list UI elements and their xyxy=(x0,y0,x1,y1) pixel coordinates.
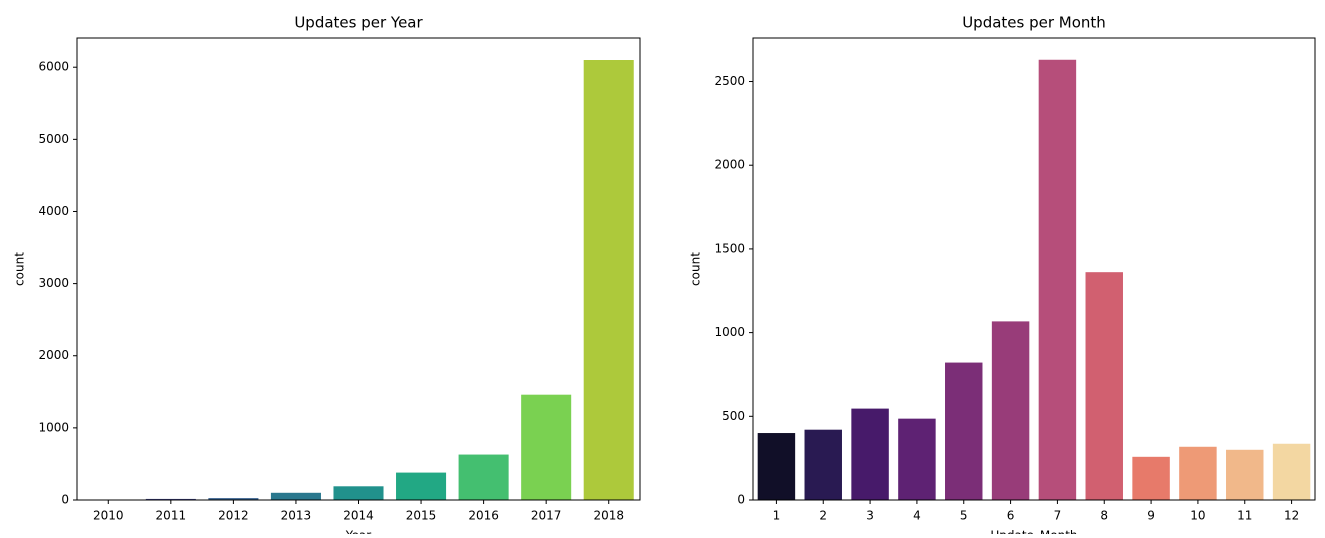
bar xyxy=(459,455,509,500)
chart-title: Updates per Year xyxy=(294,14,423,32)
bar xyxy=(1132,457,1169,500)
y-tick-label: 2000 xyxy=(714,158,745,172)
x-tick-label: 2015 xyxy=(406,509,437,523)
x-tick-label: 10 xyxy=(1190,509,1205,523)
bar xyxy=(992,321,1029,500)
y-axis-label: count xyxy=(689,252,703,286)
bar xyxy=(1273,444,1310,500)
x-tick-label: 2010 xyxy=(93,509,124,523)
x-tick-label: 2014 xyxy=(343,509,374,523)
chart-title: Updates per Month xyxy=(962,14,1106,32)
bar xyxy=(396,473,446,500)
x-tick-label: 2013 xyxy=(281,509,312,523)
bar xyxy=(1086,272,1123,500)
y-tick-label: 0 xyxy=(737,493,745,507)
x-tick-label: 2017 xyxy=(531,509,562,523)
x-axis-label: Year xyxy=(345,529,371,535)
y-tick-label: 0 xyxy=(61,493,69,507)
y-tick-label: 2500 xyxy=(714,74,745,88)
y-tick-label: 1000 xyxy=(714,325,745,339)
x-tick-label: 2018 xyxy=(593,509,624,523)
y-tick-label: 1000 xyxy=(38,420,69,434)
y-axis-label: count xyxy=(13,252,27,286)
x-tick-label: 8 xyxy=(1100,509,1108,523)
bar xyxy=(945,363,982,500)
bar xyxy=(521,395,571,500)
y-tick-label: 500 xyxy=(722,409,745,423)
x-tick-label: 9 xyxy=(1147,509,1155,523)
x-tick-label: 2016 xyxy=(468,509,499,523)
bar xyxy=(1039,60,1076,500)
x-tick-label: 11 xyxy=(1237,509,1252,523)
x-axis-label: Update_Month xyxy=(990,529,1077,535)
x-tick-label: 2012 xyxy=(218,509,249,523)
y-tick-label: 4000 xyxy=(38,204,69,218)
x-tick-label: 2 xyxy=(819,509,827,523)
bar xyxy=(898,419,935,500)
x-tick-label: 2011 xyxy=(156,509,187,523)
x-tick-label: 1 xyxy=(773,509,781,523)
x-tick-label: 7 xyxy=(1054,509,1062,523)
x-tick-label: 5 xyxy=(960,509,968,523)
x-tick-label: 4 xyxy=(913,509,921,523)
bar xyxy=(1179,447,1216,500)
bar xyxy=(758,433,795,500)
y-tick-label: 6000 xyxy=(38,60,69,74)
bar xyxy=(271,493,321,500)
y-tick-label: 1500 xyxy=(714,241,745,255)
bar xyxy=(1226,450,1263,500)
y-tick-label: 2000 xyxy=(38,348,69,362)
y-tick-label: 3000 xyxy=(38,276,69,290)
bar xyxy=(333,486,383,500)
bar xyxy=(805,430,842,500)
bar xyxy=(584,60,634,500)
bar xyxy=(851,409,888,500)
x-tick-label: 12 xyxy=(1284,509,1299,523)
x-tick-label: 3 xyxy=(866,509,874,523)
y-tick-label: 5000 xyxy=(38,132,69,146)
x-tick-label: 6 xyxy=(1007,509,1015,523)
